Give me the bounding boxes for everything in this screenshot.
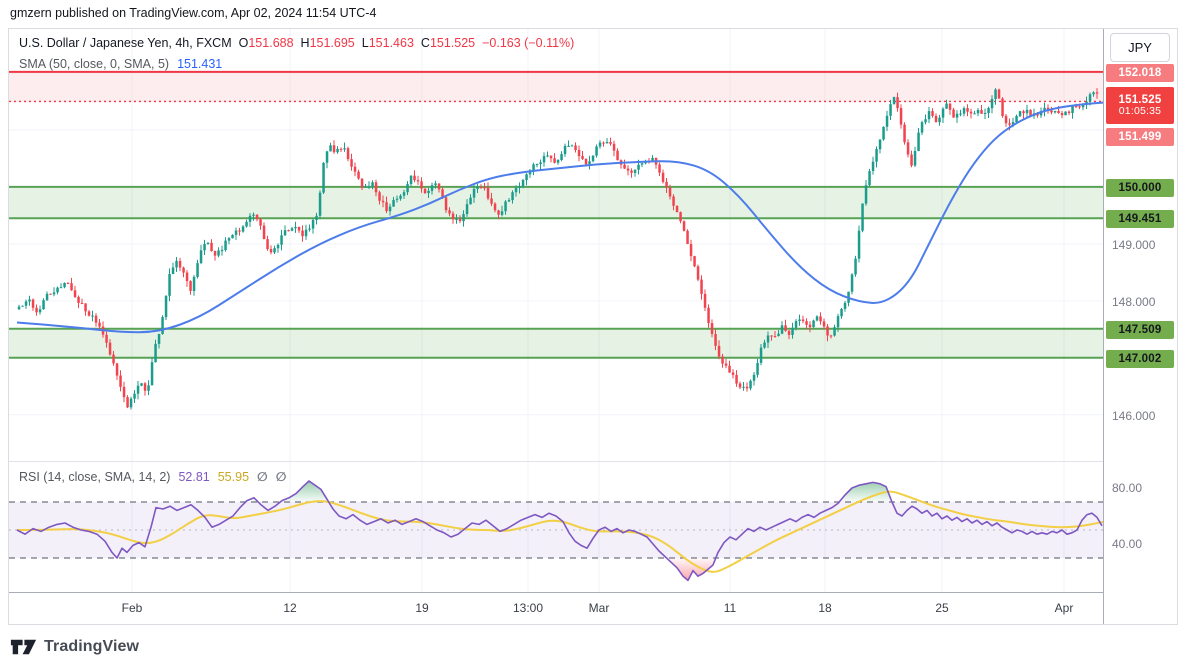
rsi-ma-value: 55.95 [217,470,250,484]
published-attribution: gmzern published on TradingView.com, Apr… [10,6,377,20]
time-axis-label: 12 [283,601,297,615]
time-axis-label: 11 [723,601,737,615]
pane-separator[interactable] [9,461,1103,462]
time-axis-label: 25 [935,601,949,615]
price-level-label: 147.509 [1106,321,1174,339]
price-level-label: 147.002 [1106,350,1174,368]
candlestick-series [17,88,1099,410]
rsi-ma-line [16,490,1103,573]
price-axis[interactable]: JPY 152.018 151.525 01:05:35 151.499 150.000… [1103,29,1177,624]
currency-button[interactable]: JPY [1110,33,1170,62]
time-axis-label: 19 [415,601,429,615]
time-axis-label: Mar [588,601,610,615]
rsi-upper-band-value: ∅ [257,470,268,484]
sma-legend[interactable]: SMA (50, close, 0, SMA, 5) 151.431 [19,57,222,71]
tradingview-logo-icon [10,637,37,657]
sma-value: 151.431 [177,57,223,71]
close-value: 151.525 [429,36,476,50]
main-chart-pane[interactable] [9,29,1103,461]
time-axis-label: Apr [1054,601,1074,615]
price-axis-label: 146.000 [1112,409,1156,423]
chart-widget: Feb 12 19 13:00 Mar 11 18 25 Apr U.S. Dollar / J… [8,28,1178,625]
rsi-pane[interactable] [9,462,1103,592]
high-value: 151.695 [309,36,355,50]
price-level-label: 150.000 [1106,179,1174,197]
price-level-label: 151.499 [1106,128,1174,146]
price-axis-label: 148.000 [1112,295,1156,309]
rsi-label: RSI (14, close, SMA, 14, 2) [19,470,171,484]
open-value: 151.688 [248,36,294,50]
open-label: O [238,36,249,50]
tradingview-branding[interactable]: TradingView [10,637,139,657]
price-level-label: 149.451 [1106,210,1174,228]
bar-countdown: 01:05:35 [1118,105,1162,117]
price-level-label: 152.018 [1106,64,1174,82]
price-zones [9,70,1103,359]
rsi-legend[interactable]: RSI (14, close, SMA, 14, 2) 52.81 55.95 ∅ ∅ [19,469,286,484]
last-price-label: 151.525 01:05:35 [1106,87,1174,124]
rsi-axis-label: 40.00 [1112,537,1143,551]
low-value: 151.463 [368,36,414,50]
low-label: L [361,36,369,50]
sma-label: SMA (50, close, 0, SMA, 5) [19,57,170,71]
tradingview-wordmark: TradingView [44,638,140,655]
close-label: C [420,36,430,50]
symbol-legend[interactable]: U.S. Dollar / Japanese Yen, 4h, FXCM O151… [19,36,574,50]
plot-area[interactable]: Feb 12 19 13:00 Mar 11 18 25 Apr U.S. Dollar / J… [9,29,1103,624]
time-axis-label: 18 [818,601,832,615]
high-label: H [300,36,310,50]
rsi-axis-label: 80.00 [1112,481,1143,495]
time-axis[interactable]: Feb 12 19 13:00 Mar 11 18 25 Apr [9,592,1103,623]
time-axis-label: Feb [121,601,143,615]
symbol-title: U.S. Dollar / Japanese Yen, 4h, FXCM [19,36,232,50]
sma50-line [16,101,1103,334]
change-value: −0.163 (−0.11%) [482,36,575,50]
rsi-lower-band-value: ∅ [275,470,287,484]
price-axis-label: 149.000 [1112,238,1156,252]
time-axis-label: 13:00 [512,601,544,615]
rsi-value: 52.81 [178,470,210,484]
rsi-line [16,480,1103,582]
